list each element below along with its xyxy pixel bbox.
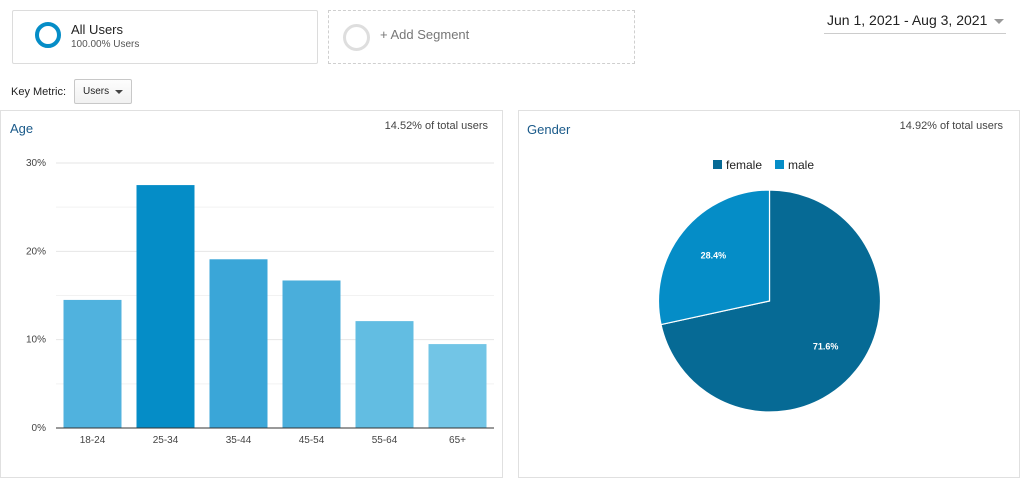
pie-label-female: 71.6% [813, 341, 839, 351]
date-range-picker[interactable]: Jun 1, 2021 - Aug 3, 2021 [824, 11, 1006, 34]
age-panel-title: Age [10, 121, 34, 136]
x-tick-label: 25-34 [153, 435, 179, 446]
age-bar-35-44 [209, 259, 268, 428]
pie-slice-female [660, 189, 882, 413]
x-tick-label: 55-64 [372, 435, 398, 446]
caret-down-icon [994, 19, 1004, 24]
age-bar-18-24 [63, 299, 122, 428]
age-bar-55-64 [355, 321, 414, 428]
gender-panel-title: Gender [527, 122, 571, 137]
pie-slice-male [657, 189, 771, 326]
y-tick-label: 10% [26, 335, 46, 346]
age-bar-65+ [428, 344, 487, 428]
y-tick-label: 20% [26, 246, 46, 257]
legend-label-male: male [788, 158, 814, 172]
y-tick-label: 0% [32, 423, 47, 434]
pie-label-male: 28.4% [701, 251, 727, 261]
segment-name: All Users [71, 22, 124, 37]
x-tick-label: 65+ [449, 435, 466, 446]
x-tick-label: 35-44 [226, 435, 252, 446]
gender-pie-chart: female male 71.6% 28.4% [657, 158, 882, 413]
x-tick-label: 18-24 [80, 435, 106, 446]
age-bar-25-34 [136, 185, 195, 428]
legend-swatch-female [713, 160, 722, 169]
caret-down-icon [115, 90, 123, 94]
empty-ring-icon [343, 24, 370, 51]
add-segment-label: + Add Segment [380, 27, 470, 42]
segment-all-users[interactable]: All Users 100.00% Users [12, 10, 318, 64]
y-tick-label: 30% [26, 158, 46, 169]
key-metric-value: Users [83, 86, 110, 97]
legend-label-female: female [726, 158, 762, 172]
key-metric-select[interactable]: Users [74, 79, 132, 104]
age-panel: 0% 10% 20% 30% 18-24 25-34 35-44 45-54 55-64 65+ … [0, 110, 503, 478]
gender-panel-total: 14.92% of total users [899, 120, 1003, 132]
segment-share: 100.00% Users [71, 39, 140, 50]
age-bar-45-54 [282, 280, 341, 428]
segment-ring-icon [35, 22, 61, 48]
age-bar-chart: 0% 10% 20% 30% 18-24 25-34 35-44 45-54 55-64 65+ [26, 158, 494, 446]
add-segment-button[interactable]: + Add Segment [328, 10, 635, 64]
age-panel-total: 14.52% of total users [384, 120, 488, 132]
date-range-label: Jun 1, 2021 - Aug 3, 2021 [827, 12, 988, 28]
gender-panel: female male 71.6% 28.4% Gender 14.92% of to… [518, 110, 1020, 478]
key-metric-label: Key Metric: [11, 86, 67, 98]
legend-swatch-male [775, 160, 784, 169]
x-tick-label: 45-54 [299, 435, 325, 446]
